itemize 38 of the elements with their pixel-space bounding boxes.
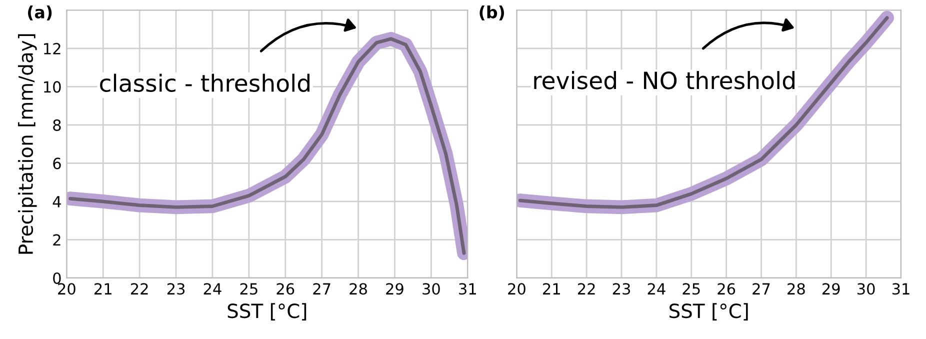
x-tick-label: 28	[350, 283, 367, 295]
x-tick-label: 22	[130, 283, 148, 294]
chart-title: (b)	[480, 6, 504, 20]
y-tick-label: 8	[53, 119, 61, 131]
x-tick-label: 31	[459, 283, 476, 295]
x-tick-label: 21	[543, 283, 560, 294]
x-tick-label: 28	[788, 283, 805, 295]
chart-title: (a)	[28, 6, 52, 20]
x-tick-label: 27	[313, 283, 330, 294]
y-tick-label: 6	[53, 158, 61, 170]
x-tick-label: 20	[508, 283, 526, 295]
x-tick-label: 22	[578, 283, 595, 294]
x-tick-label: 24	[648, 283, 666, 294]
y-axis-title: Precipitation [mm/day]	[18, 34, 37, 254]
y-tick-label: 10	[44, 81, 61, 93]
y-tick-label: 2	[53, 234, 60, 246]
x-tick-label: 24	[204, 283, 222, 294]
x-tick-label: 27	[752, 283, 770, 294]
x-tick-label: 25	[682, 283, 700, 295]
x-tick-label: 31	[892, 283, 910, 295]
x-axis-title: SST [°C]	[228, 303, 306, 321]
annotation: revised - NO threshold	[534, 71, 794, 90]
y-tick-label: 12	[44, 42, 60, 54]
y-tick-label: 0	[53, 272, 61, 284]
y-tick-label: 4	[52, 196, 61, 208]
x-tick-label: 30	[422, 283, 440, 295]
x-tick-label: 26	[276, 283, 294, 295]
x-tick-label: 21	[94, 283, 112, 294]
x-tick-label: 29	[386, 283, 404, 295]
x-tick-label: 26	[718, 283, 736, 295]
x-tick-label: 29	[822, 283, 840, 295]
x-tick-label: 30	[858, 283, 875, 295]
x-axis-title: SST [°C]	[670, 303, 748, 321]
x-tick-label: 25	[240, 283, 258, 295]
x-tick-label: 23	[167, 283, 185, 295]
x-tick-label: 20	[58, 283, 76, 295]
x-tick-label: 23	[612, 283, 630, 295]
annotation: classic - threshold	[100, 74, 310, 92]
